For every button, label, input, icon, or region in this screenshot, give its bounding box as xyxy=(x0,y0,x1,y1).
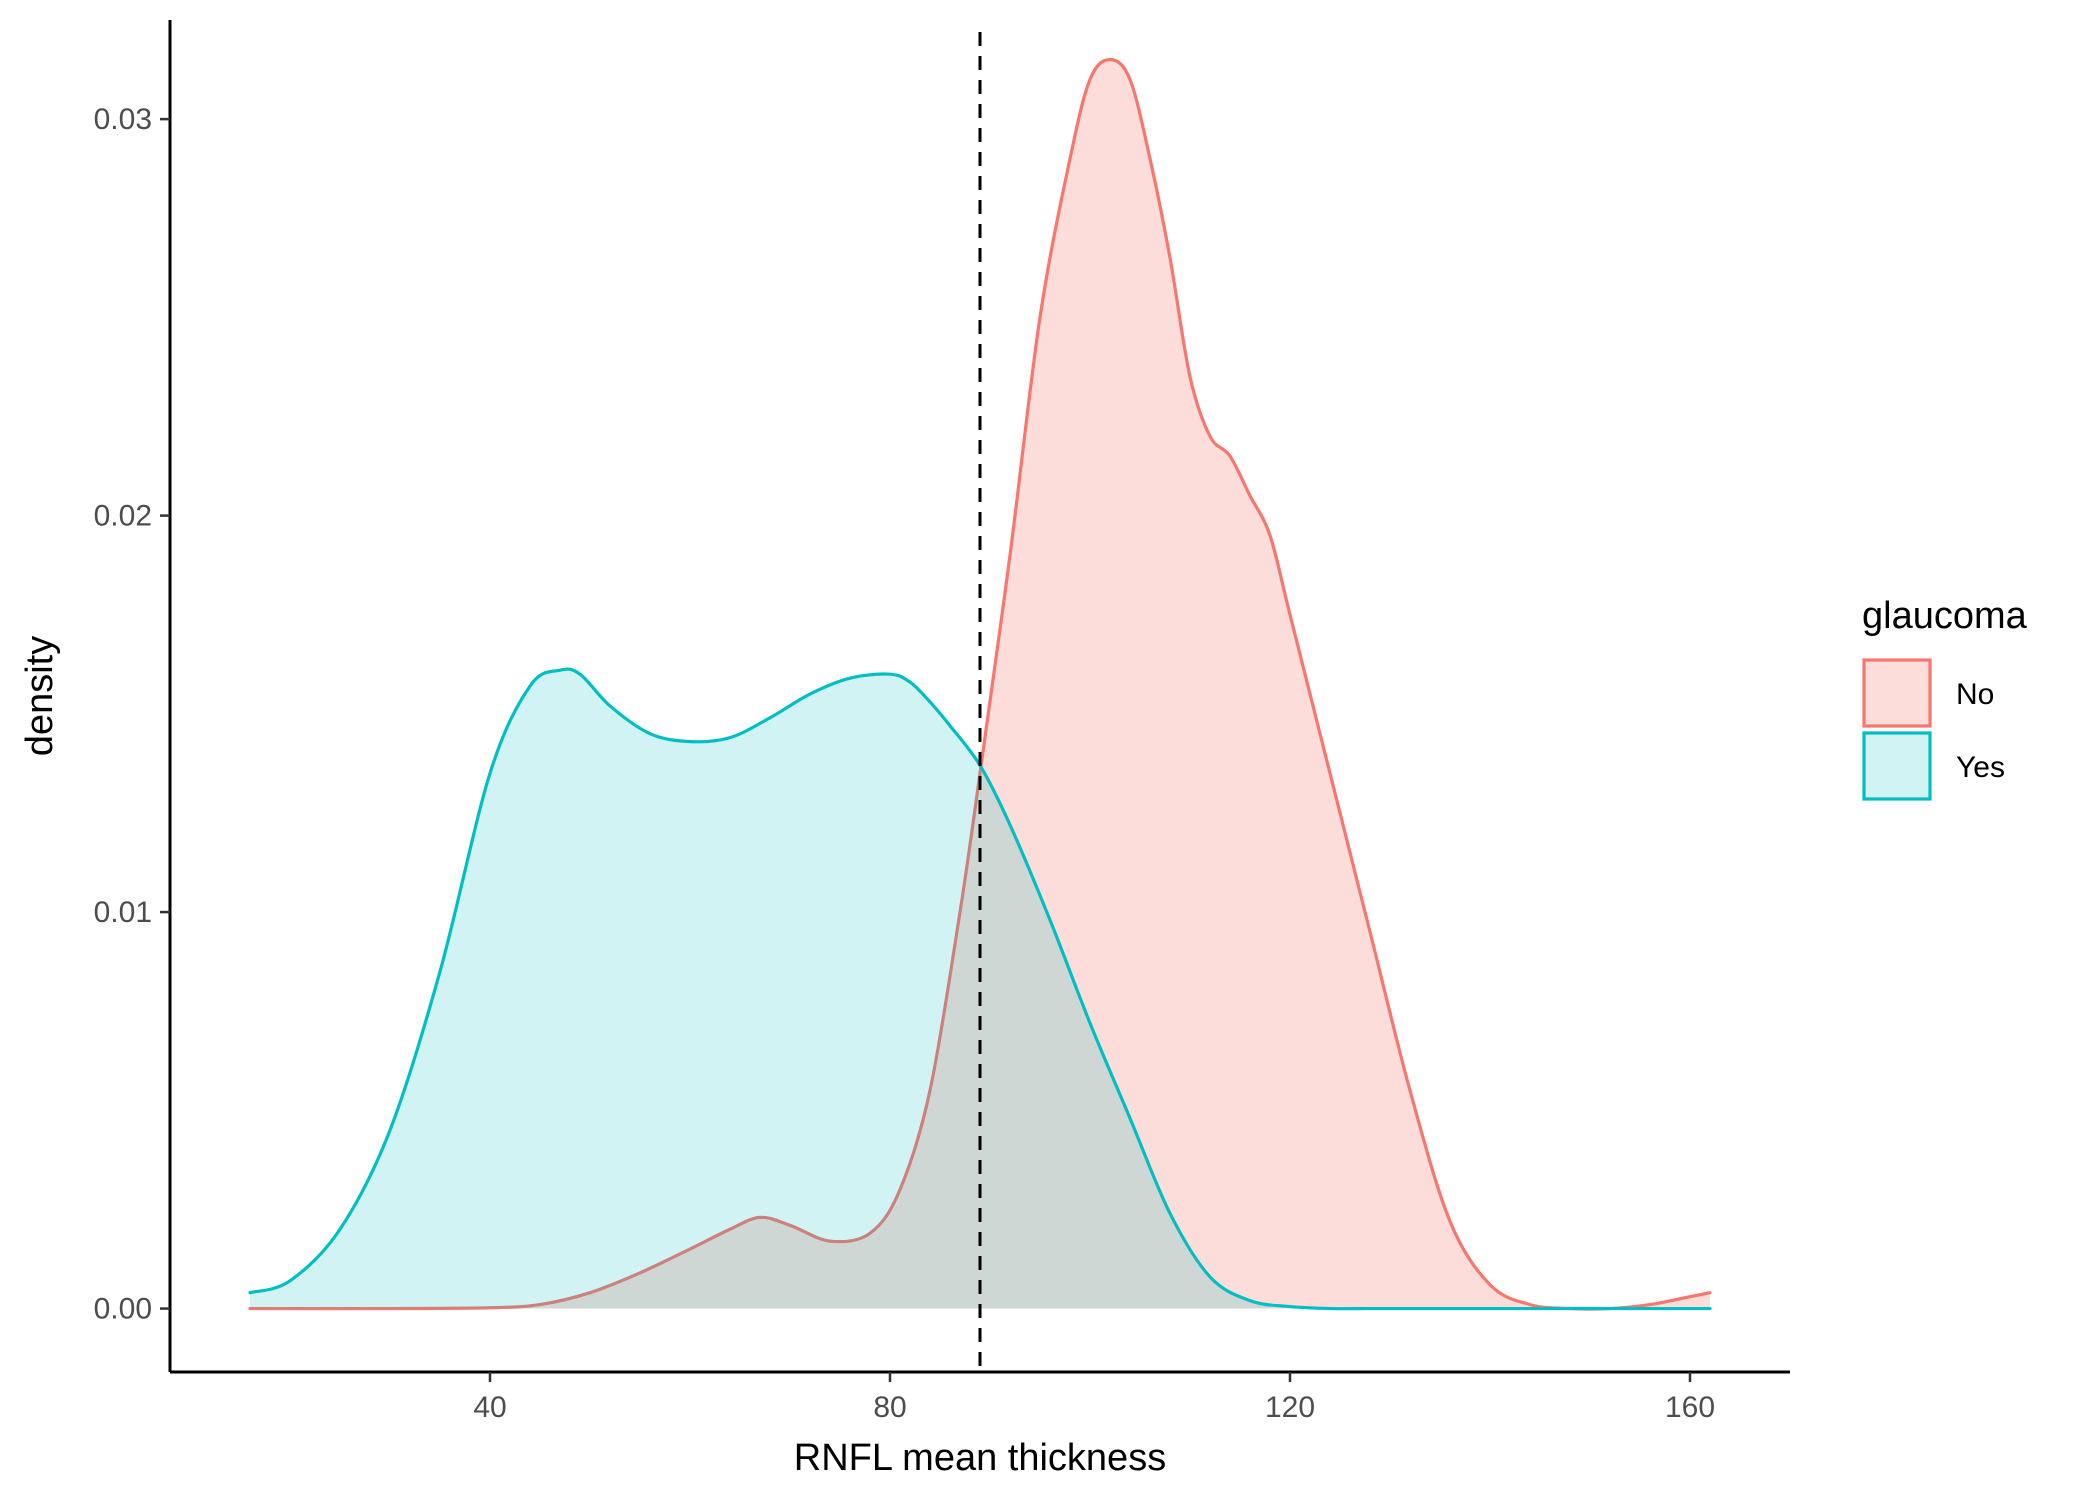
axes: 40 80 120 160 0.00 0.01 0.02 0.03 RNFL mean th… xyxy=(19,20,1790,1479)
legend-key-yes xyxy=(1862,731,1932,801)
x-tick-label: 120 xyxy=(1265,1391,1315,1424)
y-tick-label: 0.00 xyxy=(94,1293,152,1326)
x-ticks: 40 80 120 160 xyxy=(473,1372,1715,1424)
density-area-yes xyxy=(250,669,1710,1309)
x-axis-title: RNFL mean thickness xyxy=(794,1437,1166,1479)
y-axis-title: density xyxy=(19,636,61,756)
density-line-no xyxy=(248,58,1712,1311)
density-line-yes xyxy=(248,667,1712,1311)
y-tick-label: 0.03 xyxy=(94,103,152,136)
legend-label-no: No xyxy=(1956,678,1994,711)
legend-items: No Yes xyxy=(1862,658,2005,801)
y-tick-label: 0.01 xyxy=(94,896,152,929)
y-ticks: 0.00 0.01 0.02 0.03 xyxy=(94,103,170,1326)
legend: glaucoma No Yes xyxy=(1862,595,2028,801)
x-tick-label: 80 xyxy=(873,1391,906,1424)
x-tick-label: 160 xyxy=(1665,1391,1715,1424)
density-area-no xyxy=(250,59,1710,1310)
legend-title: glaucoma xyxy=(1862,595,2028,637)
x-tick-label: 40 xyxy=(473,1391,506,1424)
legend-label-yes: Yes xyxy=(1956,751,2005,784)
legend-key-no xyxy=(1862,658,1932,728)
y-tick-label: 0.02 xyxy=(94,500,152,533)
plot-area xyxy=(248,32,1712,1372)
